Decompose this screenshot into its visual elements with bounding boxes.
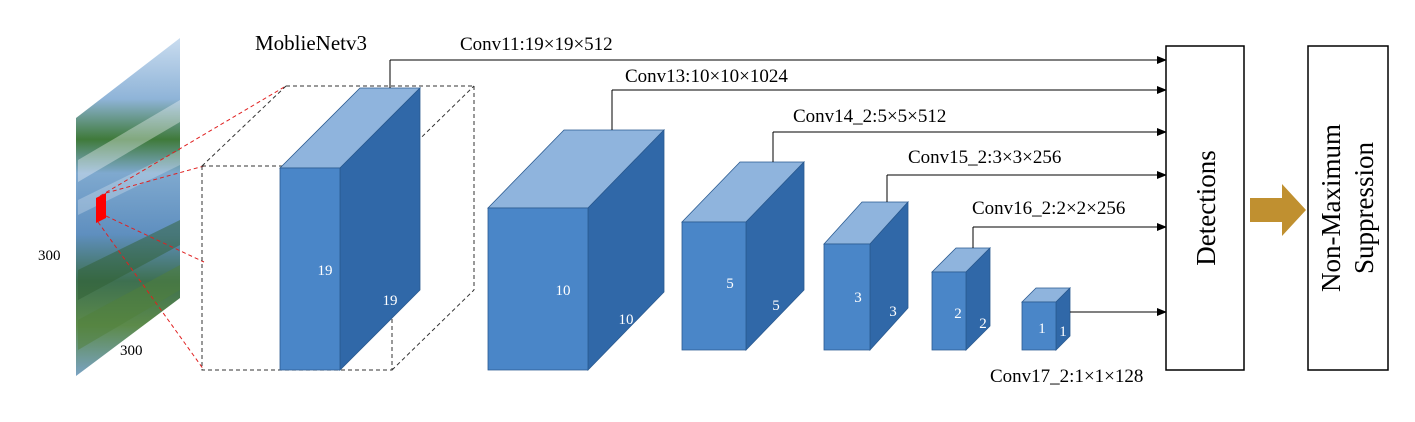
cube-height-label: 19 (318, 263, 333, 279)
cube-depth-label: 3 (889, 304, 897, 320)
feature-map-label: Conv17_2:1×1×128 (990, 366, 1143, 387)
detections-box (1165, 45, 1245, 371)
feature-map-cube: 33 (823, 200, 909, 352)
cube-front-face (931, 271, 967, 351)
backbone-label: MoblieNetv3 (255, 31, 367, 55)
nms-label-line2: Suppression (1349, 142, 1379, 275)
cube-height-label: 2 (954, 306, 962, 322)
cube-front-face (681, 221, 747, 351)
feature-map-label: Conv16_2:2×2×256 (972, 198, 1125, 219)
cube-depth-label: 10 (619, 312, 634, 328)
cube-height-label: 3 (854, 290, 862, 306)
feature-map-label: Conv14_2:5×5×512 (793, 106, 946, 127)
feature-map-label: Conv15_2:3×3×256 (908, 147, 1061, 168)
feature-map-cube: 22 (931, 247, 991, 351)
cube-height-label: 10 (556, 283, 571, 299)
cube-front-face (823, 243, 871, 351)
cube-depth-label: 2 (979, 316, 987, 332)
nms-label-line1: Non-Maximum (1316, 124, 1346, 292)
projection-lines (97, 85, 287, 371)
feature-map-label: Conv13:10×10×1024 (625, 66, 788, 87)
cube-front-face (279, 167, 341, 371)
feature-connectors: Conv11:19×19×512 Conv13:10×10×1024Conv14_… (389, 34, 1167, 387)
cube-depth-label: 19 (383, 293, 398, 309)
receptive-field-highlight (96, 193, 106, 223)
input-image (76, 38, 180, 376)
cube-front-face (1021, 301, 1057, 351)
feature-map-cube: 55 (681, 161, 805, 351)
flow-arrow (1250, 184, 1306, 236)
feature-map-label: Conv11:19×19×512 (460, 34, 613, 55)
cube-front-face (487, 207, 589, 371)
feature-map-cube: 10 10 (487, 129, 665, 371)
cube-depth-label: 5 (772, 298, 780, 314)
cube-depth-label: 1 (1059, 324, 1067, 340)
input-height-label: 300 (38, 248, 61, 264)
nms-box (1307, 45, 1389, 371)
detections-label: Detections (1191, 150, 1221, 265)
cube-height-label: 5 (726, 276, 734, 292)
cube-height-label: 1 (1038, 321, 1046, 337)
input-width-label: 300 (120, 343, 143, 359)
